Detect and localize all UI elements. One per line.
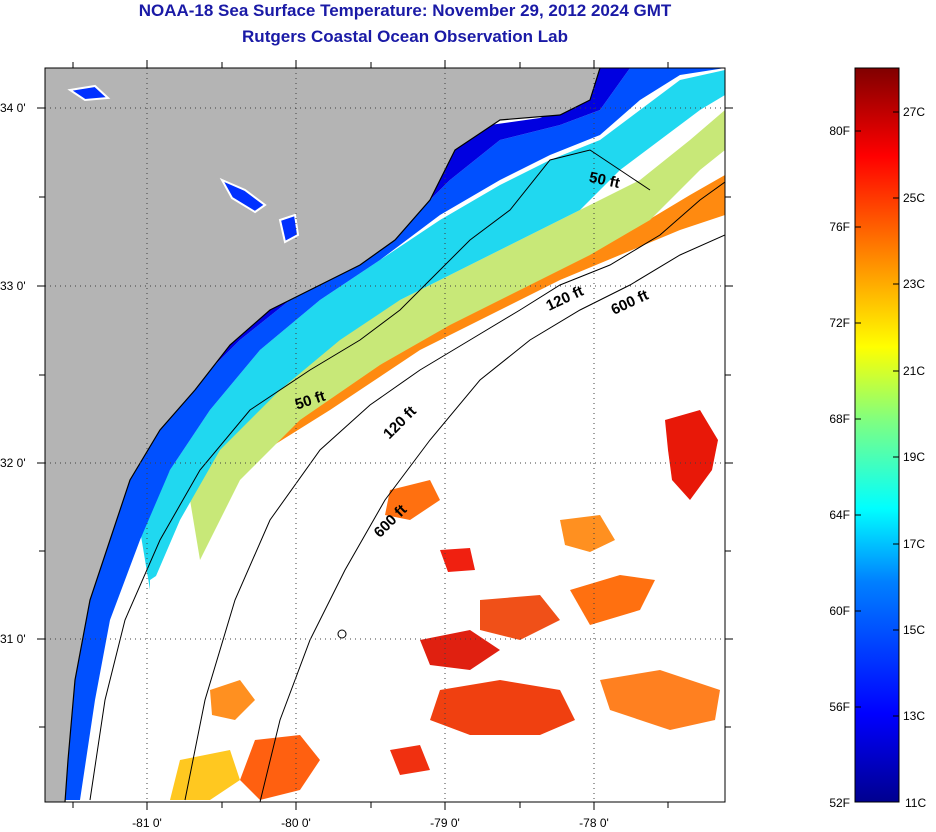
map-frame [44, 67, 726, 803]
land-mass [45, 68, 600, 802]
shelf-mid-band [190, 110, 725, 560]
map-subtitle: Rutgers Coastal Ocean Observation Lab [242, 27, 568, 46]
map-title: NOAA-18 Sea Surface Temperature: Novembe… [138, 1, 672, 20]
lon-label-81: -81 0' [132, 816, 162, 830]
lat-label-32: 32 0' [0, 456, 26, 470]
isobath-600ft [259, 234, 725, 802]
shelf-warm-band [240, 175, 725, 470]
seamount-contour [337, 629, 347, 639]
lat-label-34: 34 0' [0, 101, 26, 115]
lon-label-80: -80 0' [281, 816, 311, 830]
map-ticks [37, 60, 733, 810]
lat-label-33: 33 0' [0, 279, 26, 293]
isobath-label-50ft-north: 50 ft [588, 169, 622, 192]
inland-water-north [67, 84, 111, 102]
lat-label-31: 31 0' [0, 632, 26, 646]
lon-label-79: -79 0' [430, 816, 460, 830]
cloud-patch-south [150, 560, 235, 660]
shelf-cyan-band [140, 70, 725, 590]
nearshore-cold-band [60, 68, 725, 800]
isobath-120ft [184, 181, 725, 801]
offshore-warm-patches [170, 410, 720, 800]
isobath-50ft [89, 149, 651, 801]
coastline [64, 68, 601, 802]
lon-label-78: -78 0' [579, 816, 609, 830]
lake-marion [219, 177, 267, 214]
lake-moultrie [278, 213, 300, 244]
graticule [45, 68, 725, 802]
